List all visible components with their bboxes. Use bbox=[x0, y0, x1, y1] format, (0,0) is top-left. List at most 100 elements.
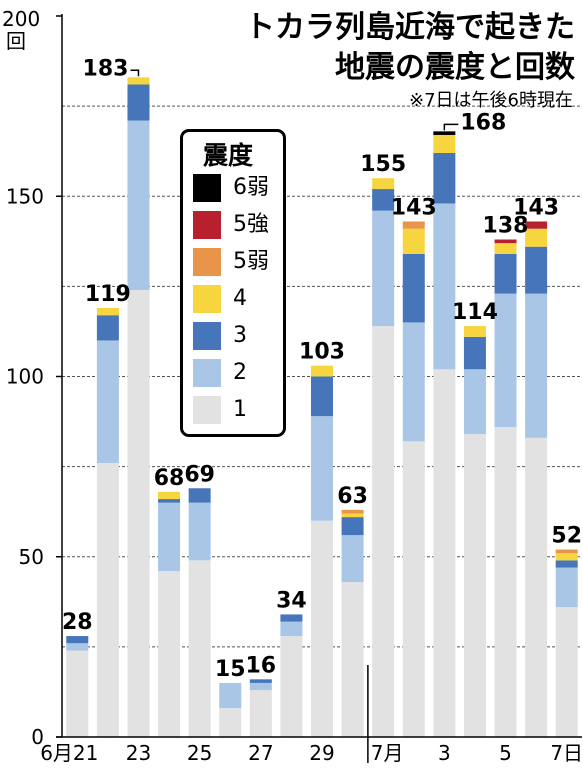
y-tick-label: 50 bbox=[19, 545, 44, 569]
bar-segment bbox=[158, 571, 181, 737]
bar-segment bbox=[96, 315, 119, 341]
bar-segment bbox=[127, 289, 150, 737]
bar-segment bbox=[311, 520, 333, 737]
bar-segment bbox=[188, 488, 211, 503]
legend-swatch bbox=[193, 211, 221, 239]
bar-segment bbox=[280, 614, 303, 622]
bar-segment bbox=[433, 152, 456, 204]
y-tick-label: 100 bbox=[6, 365, 44, 389]
bar-segment bbox=[555, 549, 578, 554]
bar-segment bbox=[311, 365, 333, 377]
legend-swatch bbox=[193, 359, 221, 387]
bar-segment bbox=[66, 650, 89, 737]
legend-label: 4 bbox=[233, 286, 247, 311]
chart-title-line2: 地震の震度と回数 bbox=[335, 50, 575, 85]
legend-swatch bbox=[193, 174, 221, 202]
legend-label: 6弱 bbox=[233, 175, 269, 200]
y-tick-label: 150 bbox=[6, 184, 44, 208]
y-axis-unit: 回 bbox=[6, 29, 26, 53]
x-tick-label: 3 bbox=[438, 741, 451, 765]
bar-segment bbox=[127, 77, 150, 85]
bar-segment bbox=[341, 581, 364, 737]
x-tick-label: 23 bbox=[126, 741, 151, 765]
bar-segment bbox=[341, 509, 364, 514]
legend-swatch bbox=[193, 248, 221, 276]
total-label: 52 bbox=[551, 524, 582, 549]
bar-segment bbox=[525, 228, 548, 247]
total-label: 68 bbox=[154, 466, 185, 491]
bar-segment bbox=[66, 643, 89, 651]
x-tick-label: 6月21 bbox=[40, 741, 98, 765]
bar-segment bbox=[158, 502, 181, 572]
legend-swatch bbox=[193, 322, 221, 350]
x-tick-label: 27 bbox=[248, 741, 273, 765]
bar-segment bbox=[433, 369, 456, 737]
bar-segment bbox=[433, 134, 456, 153]
bar-segment bbox=[372, 189, 395, 211]
legend-swatch bbox=[193, 285, 221, 313]
bar-segment bbox=[188, 560, 211, 737]
x-tick-label: 5 bbox=[499, 741, 512, 765]
bar-segment bbox=[372, 326, 395, 737]
bar-segment bbox=[249, 679, 272, 683]
bar-segment bbox=[555, 560, 578, 568]
x-tick-label: 29 bbox=[309, 741, 334, 765]
chart-note: ※7日は午後6時現在 bbox=[409, 90, 573, 111]
bar-segment bbox=[555, 607, 578, 737]
total-label: 143 bbox=[513, 195, 559, 220]
bar-segment bbox=[402, 441, 425, 737]
bar-segment bbox=[341, 517, 364, 536]
legend-label: 1 bbox=[233, 397, 247, 422]
total-label: 15 bbox=[215, 657, 246, 682]
bar-segment bbox=[494, 253, 517, 294]
bar-segment bbox=[188, 502, 211, 561]
legend-title: 震度 bbox=[203, 141, 254, 170]
bar-segment bbox=[219, 708, 242, 737]
total-label: 103 bbox=[299, 340, 345, 365]
bar-segment bbox=[463, 434, 486, 737]
total-label: 63 bbox=[337, 484, 368, 509]
bar-segment bbox=[127, 120, 150, 290]
legend-label: 3 bbox=[233, 323, 247, 348]
bar-segment bbox=[463, 326, 486, 337]
total-label: 34 bbox=[276, 588, 307, 613]
bar-segment bbox=[280, 621, 303, 637]
bar-segment bbox=[494, 243, 517, 254]
legend-label: 5弱 bbox=[233, 249, 269, 274]
total-label: 69 bbox=[184, 462, 215, 487]
chart-title-line1: トカラ列島近海で起きた bbox=[245, 10, 575, 45]
bar-segment bbox=[66, 636, 89, 644]
bar-segment bbox=[341, 535, 364, 582]
bar-segment bbox=[525, 246, 548, 294]
bar-segment bbox=[280, 636, 303, 737]
bar-segment bbox=[372, 210, 395, 327]
bar-segment bbox=[433, 203, 456, 370]
bar-segment bbox=[463, 336, 486, 370]
bar-segment bbox=[402, 221, 425, 229]
legend-swatch bbox=[193, 396, 221, 424]
bar-segment bbox=[402, 253, 425, 323]
bar-segment bbox=[249, 690, 272, 737]
x-tick-label: 7月 bbox=[371, 741, 404, 765]
bar-segment bbox=[402, 322, 425, 442]
total-label: 119 bbox=[85, 282, 131, 307]
bar-segment bbox=[341, 513, 364, 518]
bar-segment bbox=[525, 437, 548, 737]
bar-segment bbox=[372, 178, 395, 190]
x-tick-label: 7日 bbox=[550, 741, 583, 765]
legend-label: 2 bbox=[233, 360, 247, 385]
legend-label: 5強 bbox=[233, 212, 269, 237]
y-tick-label: 200 bbox=[2, 7, 40, 31]
total-label: 114 bbox=[452, 300, 498, 325]
bar-segment bbox=[96, 340, 119, 464]
label-leader bbox=[443, 123, 459, 131]
legend: 震度 6弱 5強 5弱 4 3 2 1 bbox=[180, 129, 286, 437]
total-label: 16 bbox=[246, 653, 277, 678]
x-tick-label: 25 bbox=[187, 741, 212, 765]
total-label: 155 bbox=[360, 152, 406, 177]
bar-segment bbox=[311, 376, 333, 417]
total-label: 183 bbox=[83, 56, 129, 81]
